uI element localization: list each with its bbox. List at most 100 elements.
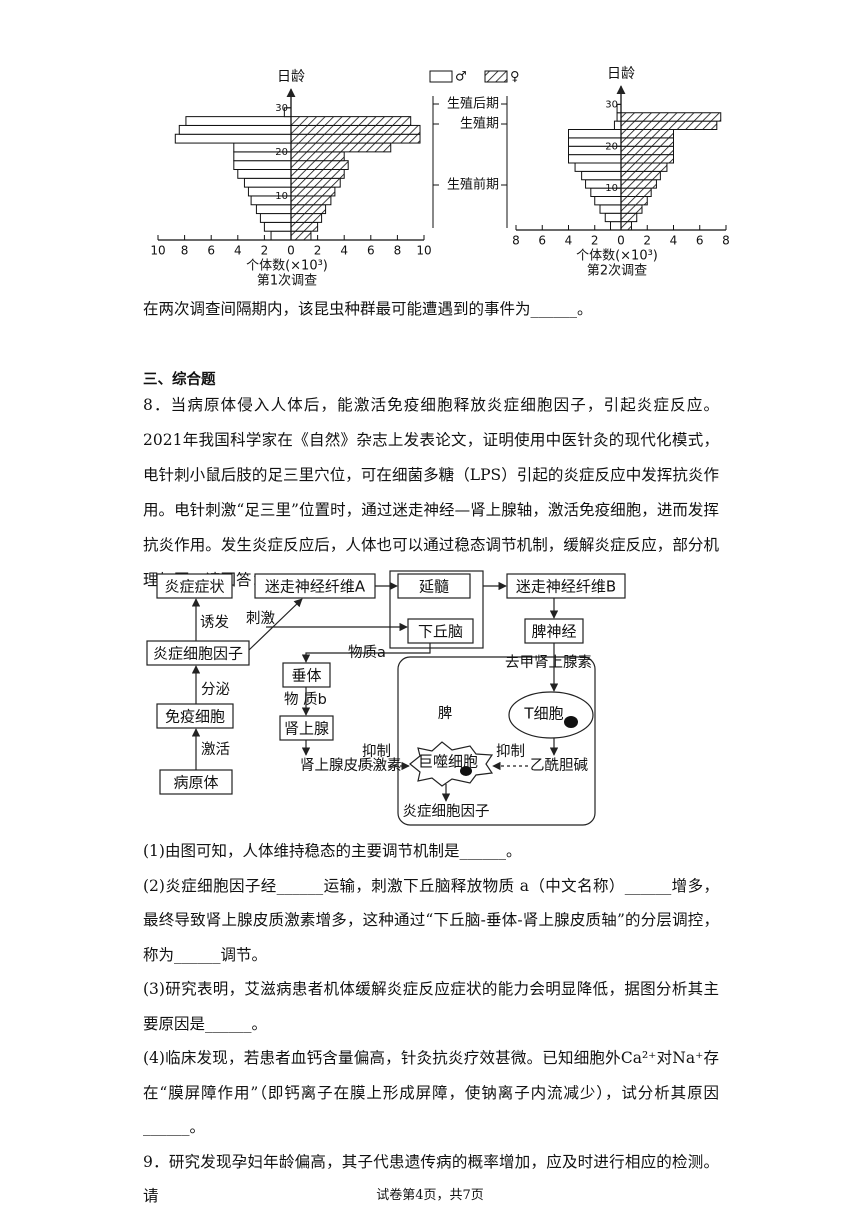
bar xyxy=(290,151,345,162)
x-tick-label: 2 xyxy=(314,244,322,258)
y-tick-label: 20 xyxy=(275,147,288,158)
y-tick-label: 30 xyxy=(275,103,288,114)
node-label: 巨噬细胞 xyxy=(418,753,478,771)
bar xyxy=(290,142,392,153)
node: 延髓 xyxy=(397,573,471,599)
x-tick-label: 8 xyxy=(181,244,189,258)
edge-label: 去甲肾上腺素 xyxy=(505,654,592,671)
node: 垂体 xyxy=(282,662,331,688)
bar xyxy=(620,221,632,231)
x-tick-label: 6 xyxy=(538,234,546,248)
stage-label: 生殖后期 xyxy=(447,96,499,112)
x-axis-label: 个体数(×10³) xyxy=(576,249,658,264)
bar xyxy=(290,230,312,241)
question-7-tail: 在两次调查间隔期内，该昆虫种群最可能遭遇到的事件为______。 xyxy=(143,300,593,318)
bar xyxy=(599,204,622,214)
node: 病原体 xyxy=(159,769,233,795)
bar xyxy=(620,187,652,197)
bar xyxy=(290,221,319,232)
bar xyxy=(185,116,292,126)
y-tick-label: 10 xyxy=(275,191,288,202)
x-tick-label: 0 xyxy=(287,244,295,258)
node: 下丘脑 xyxy=(407,618,474,644)
question-9: 9．研究发现孕妇年龄偏高，其子代患遗传病的概率增加，应及时进行相应的检测。请 xyxy=(143,1152,719,1206)
bar xyxy=(263,221,292,232)
bar xyxy=(620,129,674,139)
node-label: 脾神经 xyxy=(531,623,576,641)
x-tick-label: 8 xyxy=(394,244,402,258)
bar xyxy=(259,213,292,223)
bar xyxy=(290,124,421,135)
node-label: 肾上腺 xyxy=(284,720,329,738)
subquestion: (1)由图可知，人体维持稳态的主要调节机制是______。 xyxy=(143,842,522,860)
bar xyxy=(290,116,412,126)
bar xyxy=(290,133,421,144)
arrows xyxy=(191,581,559,802)
edge-label: 抑制 xyxy=(362,743,391,760)
node: 免疫细胞 xyxy=(156,703,234,729)
y-axis-label: 日龄 xyxy=(277,69,305,85)
node: 炎症细胞因子 xyxy=(146,640,250,666)
footer: 试卷第4页，共7页 xyxy=(376,1188,484,1203)
node: 巨噬细胞 xyxy=(409,741,494,787)
x-tick-label: 6 xyxy=(207,244,215,258)
bar xyxy=(620,162,668,172)
mechanism-diagram: 炎症症状 迷走神经纤维A 延髓 迷走神经纤维B 下丘脑 脾神经 炎症细胞因子 垂… xyxy=(146,570,626,826)
bar xyxy=(568,154,622,164)
x-tick-label: 4 xyxy=(670,234,678,248)
node-label: 迷走神经纤维A xyxy=(265,578,366,596)
node: 迷走神经纤维B xyxy=(506,573,626,599)
x-tick-label: 8 xyxy=(722,234,730,248)
bar xyxy=(613,120,622,130)
node-label: 乙酰胆碱 xyxy=(530,757,588,774)
bar xyxy=(594,196,622,206)
bar xyxy=(620,112,722,122)
subquestion: (2)炎症细胞因子经______运输，刺激下丘脑释放物质 a（中文名称）____… xyxy=(143,876,719,964)
bar xyxy=(581,170,622,181)
x-axis-label: 个体数(×10³) xyxy=(246,259,328,274)
bar xyxy=(620,154,674,164)
legend-swatch xyxy=(484,70,508,83)
node: 脾神经 xyxy=(524,618,584,644)
node-label: 垂体 xyxy=(291,667,321,685)
bar xyxy=(174,133,292,144)
x-tick-label: 4 xyxy=(234,244,242,258)
bar xyxy=(620,204,643,214)
figure-pyramids: 02 24 46 68 810 10102030日龄个体数(×10³)第1次调查生殖后期生… xyxy=(150,66,730,289)
section-title: 三、综合题 xyxy=(143,372,216,388)
bar xyxy=(290,177,341,188)
node-label: 免疫细胞 xyxy=(165,708,225,726)
bar xyxy=(178,124,292,135)
x-tick-label: 4 xyxy=(340,244,348,258)
bar xyxy=(620,145,674,156)
bar xyxy=(620,212,638,223)
node-label: T细胞 xyxy=(523,705,563,723)
bar xyxy=(604,212,622,223)
chart-title: 第2次调查 xyxy=(587,263,647,279)
stage-label: 生殖前期 xyxy=(447,177,499,193)
bar xyxy=(290,195,332,206)
node-label: 脾 xyxy=(438,705,453,722)
edge-label: 抑制 xyxy=(496,743,525,760)
x-tick-label: 10 xyxy=(416,244,431,258)
x-tick-label: 2 xyxy=(591,234,599,248)
bar xyxy=(255,204,292,215)
bar xyxy=(270,230,292,241)
edge-label: 激活 xyxy=(201,741,230,758)
question-8-stem: 8．当病原体侵入人体后，能激活免疫细胞释放炎症细胞因子，引起炎症反应。2021年… xyxy=(143,396,719,589)
y-tick-label: 20 xyxy=(605,141,618,152)
bar xyxy=(620,137,674,147)
subquestions: (1)由图可知，人体维持稳态的主要调节机制是______。 (2)炎症细胞因子经… xyxy=(143,834,719,1214)
bar xyxy=(568,129,622,139)
y-tick-label: 10 xyxy=(605,183,618,194)
bar xyxy=(620,120,718,130)
bar xyxy=(290,169,345,179)
y-tick-label: 30 xyxy=(605,99,618,110)
spleen-box xyxy=(397,656,596,826)
node-label: 炎症症状 xyxy=(164,578,224,596)
bar xyxy=(290,213,323,223)
bar xyxy=(290,186,336,197)
edge-label: 分泌 xyxy=(201,681,230,698)
legend-swatch xyxy=(429,70,453,83)
